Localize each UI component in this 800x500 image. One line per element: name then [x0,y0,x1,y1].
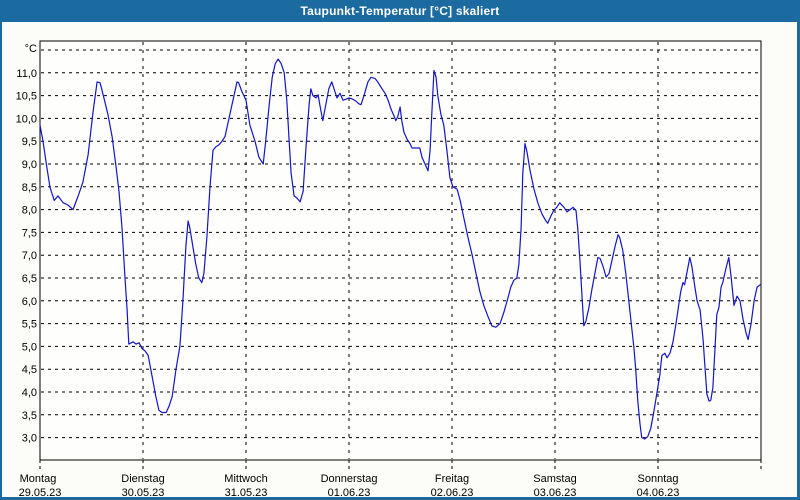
day-date-label: 02.06.23 [431,487,474,499]
day-date-label: 03.06.23 [534,487,577,499]
frame-bottom [0,497,800,500]
y-axis-tick-label: 3,5 [22,410,37,422]
y-axis-tick-label: 9,5 [22,136,37,148]
day-name-label: Samstag [533,473,576,485]
day-name-label: Mittwoch [224,473,267,485]
frame-right [797,22,800,500]
y-axis-unit-label: °C [25,43,37,55]
y-axis-tick-label: 8,5 [22,182,37,194]
plot-border [39,40,762,461]
y-axis-tick-label: 3,0 [22,433,37,445]
plot-area [40,41,761,460]
y-axis-tick-label: 6,0 [22,296,37,308]
y-axis-tick-label: 11,0 [16,68,37,80]
day-date-label: 04.06.23 [637,487,680,499]
title-bar-background [0,0,800,22]
day-name-label: Freitag [435,473,469,485]
y-axis-tick-label: 9,0 [22,159,37,171]
dewpoint-line [39,58,761,440]
y-axis-tick-label: 8,0 [22,205,37,217]
day-date-label: 01.06.23 [328,487,371,499]
day-date-label: 31.05.23 [225,487,268,499]
frame-left [0,22,2,500]
day-name-label: Montag [20,473,57,485]
title-bar: Taupunkt-Temperatur [°C] skaliert [0,0,800,22]
y-axis-tick-label: 5,0 [22,341,37,353]
y-axis-tick-label: 7,5 [22,227,37,239]
day-date-label: 29.05.23 [19,487,62,499]
y-axis-tick-label: 5,5 [22,319,37,331]
window-title: Taupunkt-Temperatur [°C] skaliert [300,4,500,18]
day-name-label: Dienstag [121,473,164,485]
y-axis-tick-label: 10,5 [16,91,37,103]
y-axis-tick-label: 4,0 [22,387,37,399]
y-axis-tick-label: 6,5 [22,273,37,285]
day-name-label: Donnerstag [321,473,378,485]
y-axis-tick-label: 10,0 [16,113,37,125]
day-date-label: 30.05.23 [122,487,165,499]
day-name-label: Sonntag [638,473,679,485]
y-axis-tick-label: 4,5 [22,364,37,376]
y-axis-tick-label: 7,0 [22,250,37,262]
